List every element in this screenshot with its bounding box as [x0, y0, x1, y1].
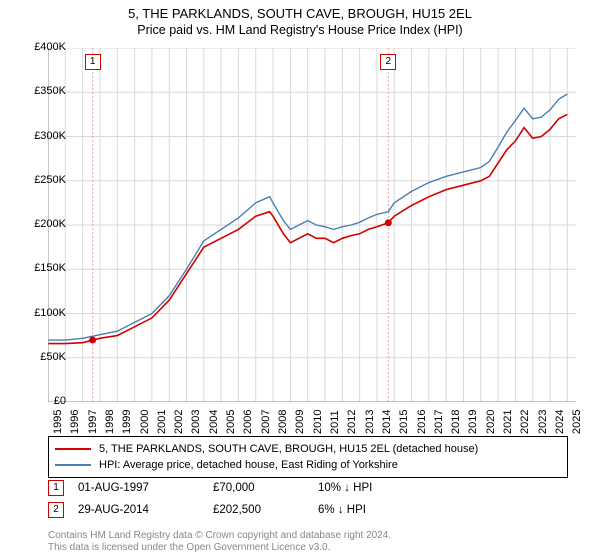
x-axis-label: 2004	[208, 410, 220, 434]
x-axis-label: 2010	[312, 410, 324, 434]
sale-marker-icon: 1	[48, 480, 64, 496]
x-axis-label: 2017	[433, 410, 445, 434]
x-axis-label: 1995	[52, 410, 64, 434]
y-axis-label: £50K	[16, 351, 66, 363]
sale-row: 2 29-AUG-2014 £202,500 6% ↓ HPI	[48, 502, 568, 518]
legend-label: HPI: Average price, detached house, East…	[99, 459, 398, 471]
x-axis-label: 2001	[156, 410, 168, 434]
y-axis-label: £250K	[16, 174, 66, 186]
sale-date: 01-AUG-1997	[78, 482, 213, 494]
legend-swatch	[55, 464, 91, 466]
y-axis-label: £200K	[16, 218, 66, 230]
x-axis-label: 2019	[467, 410, 479, 434]
x-axis-label: 2016	[416, 410, 428, 434]
x-axis-label: 2018	[450, 410, 462, 434]
chart-svg	[48, 48, 576, 402]
x-axis-label: 2020	[485, 410, 497, 434]
legend-row: HPI: Average price, detached house, East…	[55, 457, 561, 473]
y-axis-label: £100K	[16, 307, 66, 319]
sale-price: £202,500	[213, 504, 318, 516]
x-axis-label: 2015	[398, 410, 410, 434]
x-axis-label: 2021	[502, 410, 514, 434]
x-axis-label: 2024	[554, 410, 566, 434]
legend-row: 5, THE PARKLANDS, SOUTH CAVE, BROUGH, HU…	[55, 441, 561, 457]
x-axis-label: 2000	[139, 410, 151, 434]
x-axis-label: 2009	[294, 410, 306, 434]
attribution-footer: Contains HM Land Registry data © Crown c…	[48, 530, 391, 554]
title-subtitle: Price paid vs. HM Land Registry's House …	[0, 21, 600, 41]
sale-price: £70,000	[213, 482, 318, 494]
x-axis-label: 2008	[277, 410, 289, 434]
chart-plot-area	[48, 48, 576, 402]
x-axis-label: 2022	[519, 410, 531, 434]
sale-date: 29-AUG-2014	[78, 504, 213, 516]
footer-line: Contains HM Land Registry data © Crown c…	[48, 530, 391, 542]
x-axis-label: 1997	[87, 410, 99, 434]
sale-marker-flag: 1	[85, 54, 101, 70]
x-axis-label: 2023	[537, 410, 549, 434]
sale-delta: 10% ↓ HPI	[318, 482, 372, 494]
x-axis-label: 1998	[104, 410, 116, 434]
x-axis-label: 1996	[69, 410, 81, 434]
y-axis-label: £350K	[16, 85, 66, 97]
title-address: 5, THE PARKLANDS, SOUTH CAVE, BROUGH, HU…	[0, 0, 600, 21]
sale-marker-flag: 2	[380, 54, 396, 70]
y-axis-label: £400K	[16, 41, 66, 53]
x-axis-label: 1999	[121, 410, 133, 434]
y-axis-label: £300K	[16, 130, 66, 142]
sale-row: 1 01-AUG-1997 £70,000 10% ↓ HPI	[48, 480, 568, 496]
x-axis-label: 2014	[381, 410, 393, 434]
x-axis-label: 2007	[260, 410, 272, 434]
x-axis-label: 2003	[190, 410, 202, 434]
price-chart-card: 5, THE PARKLANDS, SOUTH CAVE, BROUGH, HU…	[0, 0, 600, 560]
legend-swatch	[55, 448, 91, 450]
footer-line: This data is licensed under the Open Gov…	[48, 542, 391, 554]
x-axis-label: 2005	[225, 410, 237, 434]
x-axis-label: 2006	[242, 410, 254, 434]
x-axis-label: 2012	[346, 410, 358, 434]
x-axis-label: 2025	[571, 410, 583, 434]
x-axis-label: 2013	[364, 410, 376, 434]
sale-marker-icon: 2	[48, 502, 64, 518]
chart-legend: 5, THE PARKLANDS, SOUTH CAVE, BROUGH, HU…	[48, 436, 568, 478]
sale-delta: 6% ↓ HPI	[318, 504, 366, 516]
legend-label: 5, THE PARKLANDS, SOUTH CAVE, BROUGH, HU…	[99, 443, 478, 455]
y-axis-label: £0	[16, 395, 66, 407]
x-axis-label: 2002	[173, 410, 185, 434]
y-axis-label: £150K	[16, 262, 66, 274]
x-axis-label: 2011	[329, 410, 341, 434]
